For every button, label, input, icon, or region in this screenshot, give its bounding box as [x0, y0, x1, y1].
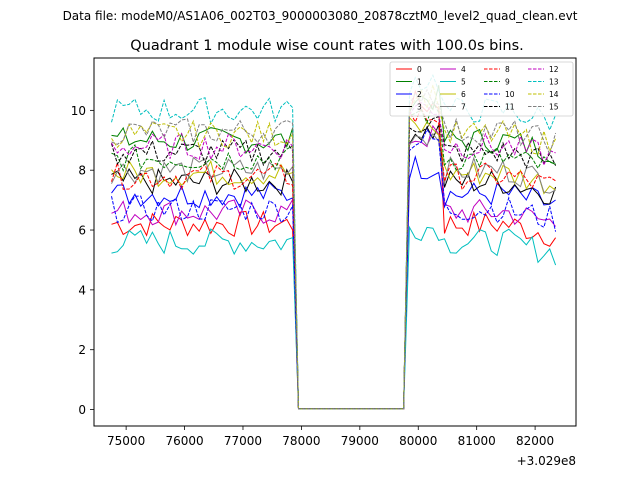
- series-line: [111, 101, 556, 410]
- legend-label: 13: [549, 78, 559, 87]
- series-line: [111, 128, 557, 410]
- x-tick-label: 79000: [341, 434, 379, 448]
- x-axis: 75000 76000 77000 78000 79000 80000 81000 82000: [107, 426, 554, 448]
- y-tick-label: 6: [78, 224, 86, 238]
- series-line: [111, 107, 556, 410]
- y-axis: 0 2 4 6 8 10: [71, 104, 94, 417]
- legend-label: 14: [549, 90, 559, 99]
- legend-label: 12: [549, 65, 559, 74]
- series-line: [111, 102, 556, 410]
- legend-box: [389, 61, 574, 117]
- legend-label: 5: [461, 78, 466, 87]
- legend-label: 8: [505, 65, 510, 74]
- chart-title: Quadrant 1 module wise count rates with …: [130, 38, 524, 54]
- legend-label: 0: [417, 65, 422, 74]
- series-line: [111, 88, 557, 410]
- y-tick-label: 10: [71, 104, 86, 118]
- chart-suptitle: Data file: modeM0/AS1A06_002T03_90000030…: [63, 9, 578, 23]
- legend-label: 4: [461, 65, 466, 74]
- x-tick-label: 81000: [458, 434, 496, 448]
- legend-label: 6: [461, 90, 466, 99]
- series-line: [111, 89, 557, 410]
- legend-label: 10: [505, 90, 515, 99]
- x-tick-label: 77000: [224, 434, 262, 448]
- x-tick-label: 82000: [516, 434, 554, 448]
- legend-label: 7: [461, 103, 466, 112]
- series-line: [111, 116, 557, 410]
- x-tick-label: 80000: [399, 434, 437, 448]
- series-line: [111, 154, 556, 410]
- plot-frame: [93, 57, 577, 427]
- y-tick-label: 2: [78, 343, 86, 357]
- legend-label: 2: [417, 90, 422, 99]
- legend-label: 15: [549, 103, 559, 112]
- series-line: [111, 124, 556, 410]
- x-tick-label: 78000: [282, 434, 320, 448]
- x-tick-label: 75000: [107, 434, 145, 448]
- x-offset-label: +3.029e8: [517, 454, 576, 468]
- x-tick-label: 76000: [165, 434, 203, 448]
- y-tick-label: 0: [78, 403, 86, 417]
- y-tick-label: 8: [78, 164, 86, 178]
- plot-lines: [111, 74, 557, 410]
- legend-label: 9: [505, 78, 510, 87]
- series-line: [111, 225, 557, 410]
- series-line: [111, 116, 556, 410]
- legend-label: 3: [417, 103, 422, 112]
- legend-label: 11: [505, 103, 515, 112]
- y-tick-label: 4: [78, 283, 86, 297]
- legend-label: 1: [417, 78, 422, 87]
